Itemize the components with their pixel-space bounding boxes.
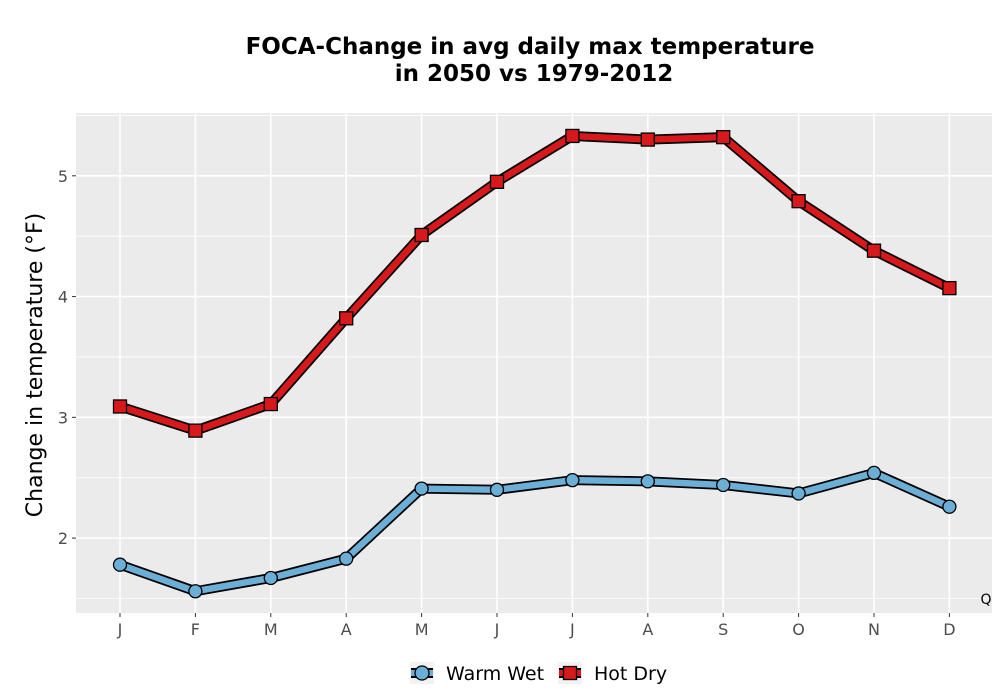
y-tick-label: 3 — [58, 408, 68, 427]
data-point-warm-wet — [112, 557, 128, 572]
corner-annotation: Q — [980, 592, 991, 608]
x-tick-label: J — [117, 620, 123, 639]
y-axis-title: Change in temperature (°F) — [23, 213, 48, 517]
x-tick-label: M — [415, 620, 429, 639]
data-point-hot-dry — [112, 399, 128, 414]
x-tick-label: S — [718, 620, 728, 639]
series-line-hot-dry — [119, 132, 951, 434]
data-point-hot-dry — [339, 311, 354, 326]
x-tick-label: A — [642, 620, 653, 639]
data-point-hot-dry — [565, 128, 580, 144]
data-point-hot-dry — [942, 280, 957, 296]
legend-label-warm-wet: Warm Wet — [446, 663, 544, 685]
data-point-hot-dry — [791, 194, 806, 209]
axis-layer: 2 3 4 5 J F M A M J J A S O N D — [58, 167, 956, 639]
data-point-hot-dry — [640, 132, 655, 147]
legend-item-hot-dry: Hot Dry — [558, 662, 667, 685]
series-layer — [112, 128, 957, 599]
x-tick-label: M — [264, 620, 278, 639]
legend-label-hot-dry: Hot Dry — [594, 663, 667, 685]
data-point-warm-wet — [640, 474, 655, 489]
data-point-warm-wet — [489, 482, 505, 497]
x-tick-label: F — [191, 620, 200, 639]
legend-key-circle-marker — [414, 665, 430, 681]
x-tick-label: N — [868, 620, 880, 639]
data-point-hot-dry — [489, 174, 505, 189]
y-tick-label: 5 — [58, 167, 68, 186]
legend: Warm Wet Hot Dry — [410, 662, 667, 685]
series-line-warm-wet — [118, 469, 951, 595]
data-point-hot-dry — [188, 423, 203, 438]
x-tick-label: D — [943, 620, 955, 639]
data-point-hot-dry — [716, 130, 731, 145]
data-point-hot-dry — [866, 243, 882, 258]
grid-layer — [76, 113, 992, 613]
data-point-warm-wet — [716, 477, 731, 493]
x-tick-label: O — [792, 620, 805, 639]
x-tick-label: A — [341, 620, 352, 639]
data-point-warm-wet — [263, 570, 278, 586]
data-point-warm-wet — [791, 486, 806, 501]
y-tick-label: 4 — [58, 288, 68, 307]
data-point-warm-wet — [339, 551, 354, 566]
data-point-warm-wet — [188, 584, 203, 599]
x-tick-label: J — [494, 620, 500, 639]
x-tick-label: J — [569, 620, 575, 639]
data-point-hot-dry — [414, 227, 429, 243]
chart-title-line-1: FOCA-Change in avg daily max temperature — [246, 34, 815, 60]
legend-key-square-marker — [562, 665, 578, 681]
chart-title-line-2: in 2050 vs 1979-2012 — [395, 61, 674, 87]
plot-panel — [76, 113, 992, 613]
data-point-hot-dry — [263, 396, 278, 412]
data-point-warm-wet — [942, 499, 957, 514]
legend-item-warm-wet: Warm Wet — [410, 662, 544, 685]
y-tick-label: 2 — [58, 529, 68, 548]
data-point-warm-wet — [866, 465, 882, 481]
data-point-warm-wet — [565, 472, 580, 488]
data-point-warm-wet — [414, 481, 429, 496]
